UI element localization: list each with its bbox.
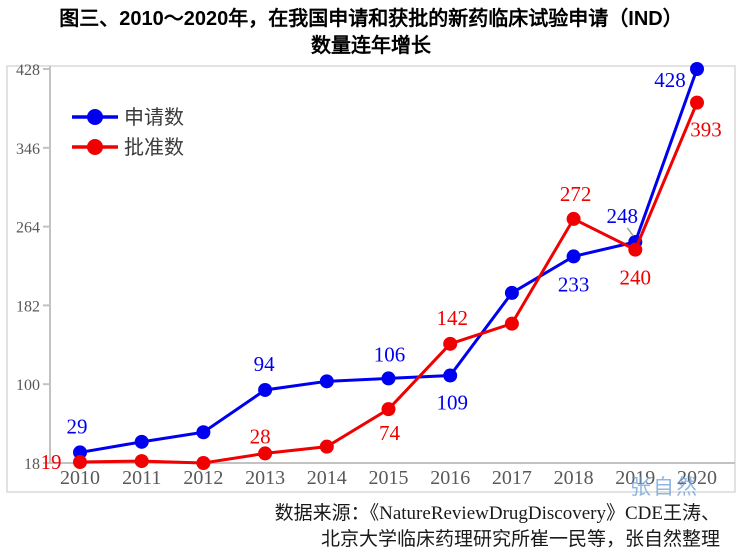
legend-applications-label: 申请数: [124, 106, 184, 129]
applications-data-label: 109: [436, 391, 468, 415]
applications-point: [443, 368, 458, 383]
source-note: 数据来源：《NatureReviewDrugDiscovery》CDE王涛、 北…: [0, 501, 742, 553]
chart-frame: [6, 65, 736, 493]
chart-title: 图三、2010～2020年，在我国申请和获批的新药临床试验申请（IND） 数量连…: [0, 6, 742, 60]
approvals-data-label: 28: [250, 424, 271, 448]
applications-point: [690, 62, 704, 76]
approvals-point: [73, 455, 87, 470]
source-note-line2: 北京大学临床药理研究所崔一民等，张自然整理: [320, 529, 720, 550]
applications-point: [258, 382, 273, 397]
approvals-data-label: 393: [690, 118, 722, 142]
approvals-data-label: 142: [436, 306, 468, 330]
applications-point: [73, 445, 87, 460]
x-tick-label: 2020: [677, 467, 717, 489]
applications-data-label: 106: [374, 342, 406, 366]
applications-point: [566, 249, 581, 264]
applications-point: [504, 285, 519, 300]
applications-point: [381, 371, 396, 386]
applications-data-label: 29: [67, 414, 88, 438]
chart-title-line2: 数量连年增长: [311, 35, 431, 57]
x-tick-label: 2014: [307, 467, 347, 489]
y-tick-label: 100: [16, 377, 40, 394]
applications-data-label: 428: [654, 68, 686, 92]
applications-point: [134, 434, 149, 449]
source-note-line1: 数据来源：《NatureReviewDrugDiscovery》CDE王涛、: [274, 503, 720, 524]
approvals-point: [134, 454, 149, 469]
applications-data-label: 233: [558, 272, 590, 296]
x-tick-label: 2013: [245, 467, 285, 489]
x-tick-label: 2019: [615, 467, 655, 489]
applications-point: [196, 425, 211, 440]
chart-area: 18 100 182 264 346 428 2010 2011 2012 2013 2014 201…: [0, 55, 742, 495]
x-tick-label: 2017: [492, 467, 532, 489]
approvals-point: [443, 336, 458, 351]
legend-approvals-marker: [87, 139, 103, 155]
approvals-point: [690, 95, 704, 110]
y-tick-label: 346: [16, 141, 40, 158]
approvals-data-label: 74: [379, 421, 401, 445]
approvals-point: [566, 211, 581, 226]
applications-point: [319, 374, 334, 389]
approvals-point: [628, 242, 643, 257]
y-tick-label: 264: [16, 220, 40, 237]
legend-applications-marker: [87, 109, 103, 125]
chart-title-line1: 图三、2010～2020年，在我国申请和获批的新药临床试验申请（IND）: [59, 8, 683, 30]
y-tick-label: 182: [16, 298, 40, 315]
approvals-point: [196, 456, 211, 470]
x-tick-label: 2012: [183, 467, 223, 489]
approvals-data-label: 19: [41, 450, 62, 474]
approvals-point: [504, 316, 519, 331]
x-tick-label: 2010: [60, 467, 100, 489]
approvals-data-label: 272: [560, 182, 592, 206]
x-tick-label: 2018: [554, 467, 594, 489]
applications-data-label: 248: [607, 204, 639, 228]
label-leader-line: [626, 227, 634, 237]
watermark: 张自然: [630, 475, 699, 499]
approvals-point: [258, 446, 273, 461]
x-tick-label: 2011: [122, 467, 161, 489]
y-tick-label: 18: [24, 456, 40, 473]
line-chart: 18 100 182 264 346 428 2010 2011 2012 2013 2014 201…: [6, 62, 736, 493]
applications-data-label: 94: [254, 352, 276, 376]
approvals-data-label: 240: [620, 266, 652, 290]
x-tick-label: 2016: [430, 467, 470, 489]
y-tick-label: 428: [16, 62, 40, 79]
approvals-point: [381, 402, 396, 417]
x-tick-label: 2015: [369, 467, 409, 489]
legend-approvals-label: 批准数: [124, 136, 184, 159]
approvals-point: [319, 439, 334, 454]
